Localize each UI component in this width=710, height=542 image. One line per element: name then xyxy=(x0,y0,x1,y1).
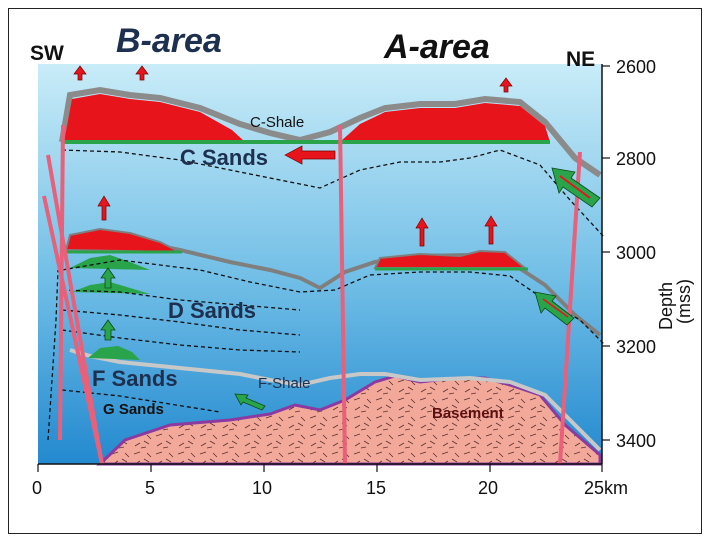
fault-3 xyxy=(58,124,65,441)
dist-tick-0: 0 xyxy=(32,478,42,498)
horizon-dashed-3 xyxy=(61,289,301,311)
f-oil-pod xyxy=(88,346,140,360)
horizon-dashed-5 xyxy=(61,329,301,353)
fault-5 xyxy=(558,151,582,465)
x-axis-ticks xyxy=(37,464,603,472)
g-sands-label: G Sands xyxy=(103,401,164,418)
fault-4 xyxy=(338,124,347,465)
up-arrow-red-2 xyxy=(135,65,149,81)
fault-2 xyxy=(46,154,104,465)
depth-tick-2600: 2600 xyxy=(616,57,656,77)
dist-tick-20: 20 xyxy=(478,478,498,498)
dist-tick-5: 5 xyxy=(145,478,155,498)
a-area-title: A-area xyxy=(383,28,490,66)
f-shale-label: F-Shale xyxy=(258,375,311,392)
depth-tick-3200: 3200 xyxy=(616,337,656,357)
up-arrow-red-6 xyxy=(484,215,498,245)
up-arrow-red-1 xyxy=(73,65,87,81)
f-shale-band xyxy=(69,348,602,452)
ne-label: NE xyxy=(566,48,595,71)
horizon-dashed-1 xyxy=(61,149,606,239)
oil-arrow-core-2 xyxy=(542,298,569,318)
c-gas-a-area xyxy=(340,103,550,142)
up-arrow-red-3 xyxy=(499,77,513,93)
up-arrow-red-4 xyxy=(97,195,111,221)
up-arrow-red-5 xyxy=(415,217,429,247)
figure-frame xyxy=(8,8,702,534)
b-area-title: B-area xyxy=(116,22,222,60)
oil-arrow-core-1 xyxy=(559,175,591,199)
depth-axis-unit: (mss) xyxy=(674,279,694,324)
up-arrow-green-2 xyxy=(100,319,116,341)
depth-tick-2800: 2800 xyxy=(616,149,656,169)
depth-tick-3000: 3000 xyxy=(616,243,656,263)
horizon-dashed-7 xyxy=(47,269,59,441)
c-gas-b-area xyxy=(64,94,245,142)
sw-label: SW xyxy=(30,42,64,65)
c-shale-label: C-Shale xyxy=(250,114,304,131)
dist-tick-15: 15 xyxy=(366,478,386,498)
left-arrow-red xyxy=(284,145,336,165)
d-gas-a-area xyxy=(373,249,528,269)
horizon-dashed-4 xyxy=(61,309,301,336)
up-arrow-green-1 xyxy=(100,267,116,289)
depth-tick-3400: 3400 xyxy=(616,431,656,451)
dist-tick-25km: 25km xyxy=(584,478,628,498)
f-sands-label: F Sands xyxy=(92,366,178,391)
depth-axis-title: Depth xyxy=(656,282,676,330)
diag-arrow-green-3 xyxy=(234,393,266,411)
dist-tick-10: 10 xyxy=(252,478,272,498)
d-oil-pod-1 xyxy=(70,255,150,270)
c-sands-label: C Sands xyxy=(180,145,268,170)
y-axis-ticks xyxy=(602,65,610,441)
d-sands-label: D Sands xyxy=(168,298,256,323)
c-shale-layer xyxy=(59,86,602,178)
basement-label: Basement xyxy=(432,405,504,422)
